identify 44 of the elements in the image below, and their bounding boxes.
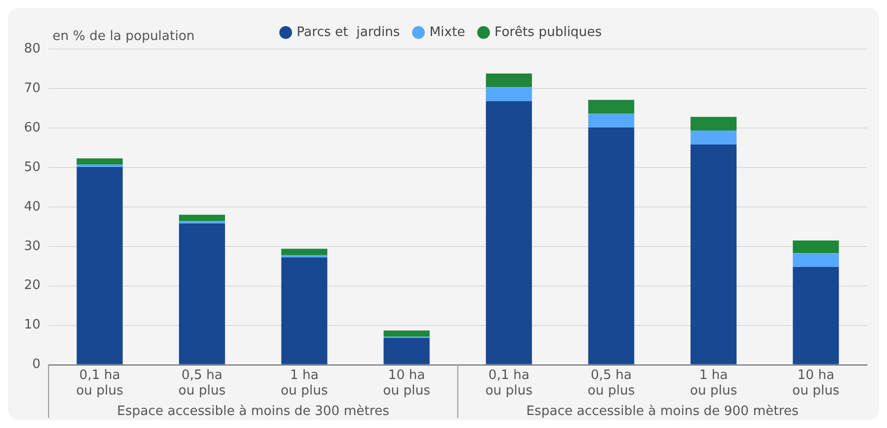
y-tick-label: 10 bbox=[24, 318, 41, 333]
legend-label: Forêts publiques bbox=[494, 24, 602, 40]
bar bbox=[588, 100, 634, 114]
y-tick-label: 60 bbox=[24, 120, 41, 136]
bar bbox=[792, 253, 839, 267]
legend-label: Mixte bbox=[429, 24, 466, 40]
bar bbox=[384, 330, 430, 337]
y-tick-label: 20 bbox=[24, 278, 41, 294]
y-tick-label: 0 bbox=[32, 357, 41, 372]
x-tick-label: 0,1 ha ou plus bbox=[76, 368, 124, 399]
x-tick-label: 0,1 ha ou plus bbox=[485, 368, 533, 399]
bar bbox=[588, 128, 634, 364]
x-tick-label: 1 ha ou plus bbox=[690, 368, 738, 399]
bar bbox=[588, 114, 634, 128]
bar bbox=[76, 167, 123, 364]
bar bbox=[178, 223, 226, 364]
y-axis-title: en % de la population bbox=[52, 28, 195, 44]
x-tick-label: 1 ha ou plus bbox=[280, 368, 328, 399]
bar bbox=[792, 240, 839, 254]
y-tick-label: 70 bbox=[24, 80, 41, 96]
bar bbox=[281, 248, 328, 256]
y-tick-label: 80 bbox=[24, 41, 41, 56]
bar bbox=[486, 73, 532, 88]
y-tick-label: 50 bbox=[24, 160, 41, 175]
bar bbox=[792, 266, 839, 364]
bar bbox=[281, 257, 328, 364]
bar bbox=[76, 158, 123, 165]
x-tick-label: 0,5 ha ou plus bbox=[588, 368, 636, 399]
text: Espace accessible à moins de 900 mètres bbox=[526, 404, 799, 419]
bar bbox=[76, 164, 123, 168]
x-tick-label: 0,5 ha ou plus bbox=[178, 368, 226, 399]
bar bbox=[690, 144, 737, 364]
y-tick-label: 40 bbox=[24, 199, 41, 214]
bar bbox=[486, 101, 532, 364]
y-tick-label: 30 bbox=[24, 238, 41, 254]
bar bbox=[690, 130, 737, 145]
bar bbox=[384, 338, 430, 364]
x-tick-label: 10 ha ou plus bbox=[383, 368, 430, 399]
bar bbox=[178, 214, 226, 222]
bar bbox=[486, 87, 532, 102]
x-tick-label: 10 ha ou plus bbox=[792, 368, 840, 399]
legend-label: Parcs et jardins bbox=[296, 24, 400, 40]
bar bbox=[690, 116, 737, 131]
text: Espace accessible à moins de 300 mètres bbox=[117, 404, 390, 419]
